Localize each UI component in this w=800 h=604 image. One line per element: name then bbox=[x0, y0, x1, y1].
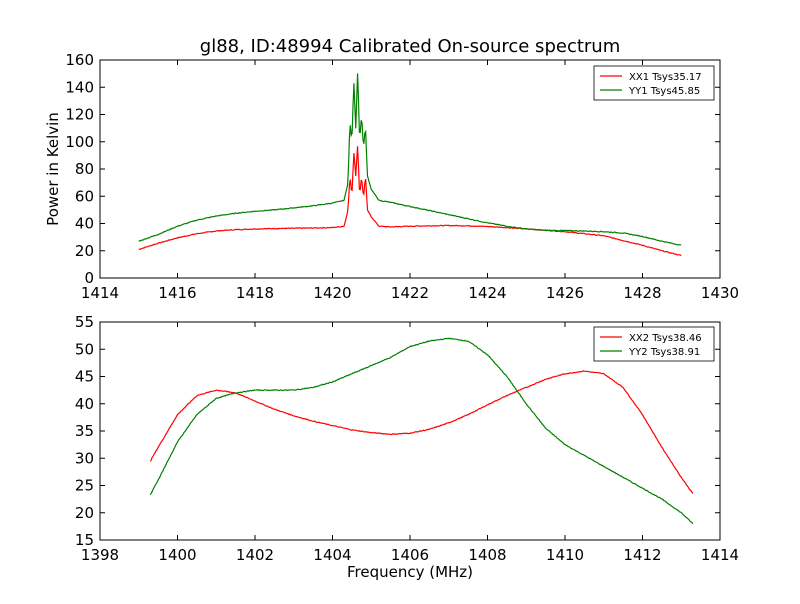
x-tick-label: 1414 bbox=[81, 284, 119, 302]
y-tick-label: 120 bbox=[65, 106, 94, 124]
series-line-2-1 bbox=[149, 370, 694, 494]
legend-2: XX2 Tsys38.46 YY2 Tsys38.91 bbox=[593, 326, 715, 362]
x-tick-label: 1414 bbox=[701, 546, 739, 564]
x-tick-label: 1418 bbox=[236, 284, 274, 302]
y-tick-label: 100 bbox=[65, 133, 94, 151]
y-tick-label: 45 bbox=[75, 368, 94, 386]
legend-box bbox=[593, 65, 715, 101]
x-tick-label: 1412 bbox=[623, 546, 661, 564]
y-tick-label: 20 bbox=[75, 242, 94, 260]
legend-label: YY2 Tsys38.91 bbox=[628, 347, 700, 358]
x-tick-label: 1400 bbox=[158, 546, 196, 564]
y-tick-label: 40 bbox=[75, 215, 94, 233]
subplot-2: 1398 1400 1402 1404 1406 1408 1410 1412 1414 15 20… bbox=[75, 313, 739, 581]
legend-label: YY1 Tsys45.85 bbox=[628, 86, 700, 97]
x-tick-label: 1408 bbox=[468, 546, 506, 564]
y-tick-label: 20 bbox=[75, 504, 94, 522]
subplot-1: 1414 1416 1418 1420 1422 1424 1426 1428 1430 0 20 4… bbox=[44, 51, 739, 302]
y-tick-label: 25 bbox=[75, 477, 94, 495]
y-tick-label: 50 bbox=[75, 340, 94, 358]
x-tick-label: 1428 bbox=[623, 284, 661, 302]
legend-1: XX1 Tsys35.17 YY1 Tsys45.85 bbox=[593, 65, 715, 101]
x-tick-label: 1430 bbox=[701, 284, 739, 302]
y-tick-label: 55 bbox=[75, 313, 94, 331]
series-line-2-2 bbox=[149, 337, 694, 525]
x-tick-label: 1402 bbox=[236, 546, 274, 564]
y-tick-label: 160 bbox=[65, 51, 94, 69]
y-axis-label: Power in Kelvin bbox=[44, 112, 62, 226]
series-line-1-1 bbox=[138, 146, 682, 257]
x-tick-label: 1420 bbox=[313, 284, 351, 302]
x-tick-label: 1398 bbox=[81, 546, 119, 564]
x-tick-label: 1410 bbox=[546, 546, 584, 564]
x-tick-label: 1404 bbox=[313, 546, 351, 564]
legend-label: XX2 Tsys38.46 bbox=[629, 333, 702, 344]
y-tick-label: 30 bbox=[75, 449, 94, 467]
x-tick-label: 1426 bbox=[546, 284, 584, 302]
x-tick-label: 1406 bbox=[391, 546, 429, 564]
y-tick-label: 60 bbox=[75, 187, 94, 205]
y-tick-label: 40 bbox=[75, 395, 94, 413]
series-line-1-2 bbox=[138, 73, 682, 246]
y-tick-label: 80 bbox=[75, 160, 94, 178]
x-tick-label: 1422 bbox=[391, 284, 429, 302]
legend-label: XX1 Tsys35.17 bbox=[629, 72, 702, 83]
x-tick-label: 1416 bbox=[158, 284, 196, 302]
y-tick-label: 35 bbox=[75, 422, 94, 440]
y-tick-label: 140 bbox=[65, 78, 94, 96]
legend-box bbox=[593, 326, 715, 362]
y-tick-label: 0 bbox=[84, 269, 94, 287]
x-tick-label: 1424 bbox=[468, 284, 506, 302]
x-axis-label: Frequency (MHz) bbox=[347, 563, 473, 581]
y-tick-label: 15 bbox=[75, 531, 94, 549]
figure-title: gl88, ID:48994 Calibrated On-source spec… bbox=[200, 36, 620, 57]
